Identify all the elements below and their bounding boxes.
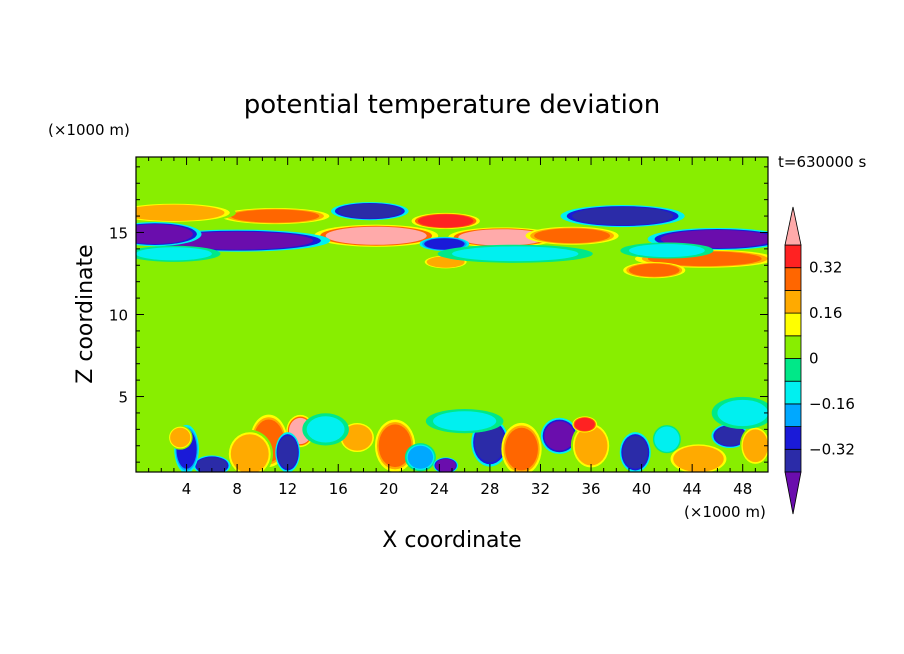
contour-blob [136, 224, 193, 244]
contour-blob [742, 429, 768, 463]
contour-blob [534, 228, 610, 244]
colorbar-tick-label: 0.16 [809, 304, 842, 322]
contour-blob [325, 226, 427, 245]
x-tick-label: 44 [683, 480, 702, 498]
contour-blob [544, 421, 575, 451]
colorbar-tick-label: −0.16 [809, 395, 855, 413]
contour-blob [338, 203, 402, 219]
contour-blob [673, 445, 724, 472]
x-tick-label: 40 [632, 480, 651, 498]
x-tick-label: 36 [581, 480, 600, 498]
chart-title: potential temperature deviation [244, 90, 660, 120]
colorbar-bottom-extend [784, 471, 802, 515]
contour-blob [306, 416, 345, 443]
contour-blob [230, 434, 269, 472]
y-tick-label: 10 [109, 307, 128, 325]
contour-blob [452, 246, 579, 262]
contour-blob [230, 209, 320, 223]
contour-blob [655, 427, 679, 451]
contour-blob [277, 435, 298, 469]
colorbar-top-extend [784, 206, 802, 246]
x-tick-label: 20 [379, 480, 398, 498]
x-tick-label: 28 [480, 480, 499, 498]
contour-blob [628, 263, 680, 277]
colorbar-swatch [784, 358, 802, 382]
y-unit-label: (×1000 m) [48, 121, 130, 139]
contour-blob [505, 427, 538, 471]
contour-blob [378, 424, 412, 468]
contour-blob [574, 417, 595, 431]
contour-blob [717, 399, 768, 427]
x-tick-label: 8 [232, 480, 242, 498]
contour-blob [458, 229, 547, 246]
x-tick-label: 12 [278, 480, 297, 498]
contour-blob [435, 458, 456, 472]
contour-blob [628, 243, 705, 258]
contour-blob [622, 435, 648, 469]
colorbar-swatch [784, 267, 802, 291]
contour-blob [196, 457, 228, 472]
colorbar-swatch [784, 335, 802, 359]
colorbar-swatch [784, 380, 802, 405]
colorbar: 0.32 0.16 0 −0.16 −0.32 [784, 206, 855, 515]
y-tick-label: 15 [109, 224, 128, 242]
x-tick-label: 4 [182, 480, 192, 498]
colorbar-swatch [784, 448, 802, 473]
contour-blob [170, 427, 191, 448]
x-axis-label: X coordinate [382, 528, 521, 553]
x-tick-label: 48 [733, 480, 752, 498]
colorbar-tick-label: 0.32 [809, 259, 842, 277]
colorbar-swatch [784, 426, 802, 450]
colorbar-swatch [784, 244, 802, 269]
y-axis-label: Z coordinate [73, 244, 98, 383]
time-label: t=630000 s [778, 153, 866, 171]
contour-blob [572, 207, 674, 226]
x-tick-label: 24 [430, 480, 449, 498]
contour-blob [474, 422, 506, 463]
x-unit-label: (×1000 m) [684, 503, 766, 521]
x-tick-label: 16 [329, 480, 348, 498]
contour-field [136, 157, 768, 472]
colorbar-tick-label: −0.32 [809, 440, 855, 458]
contour-blob [714, 426, 746, 446]
contour-blob [136, 247, 212, 261]
contour-blob [433, 411, 497, 431]
y-tick-label: 5 [118, 389, 128, 407]
contour-blob [342, 424, 373, 451]
contour-blob [136, 204, 225, 221]
x-tick-label: 32 [531, 480, 550, 498]
colorbar-swatch [784, 312, 802, 337]
colorbar-swatch [784, 403, 802, 427]
contour-blob [407, 445, 434, 469]
colorbar-tick-label: 0 [809, 350, 819, 368]
colorbar-swatch [784, 289, 802, 314]
contour-blob [424, 238, 465, 250]
contour-blob [417, 214, 474, 228]
contour-blob [574, 426, 608, 466]
